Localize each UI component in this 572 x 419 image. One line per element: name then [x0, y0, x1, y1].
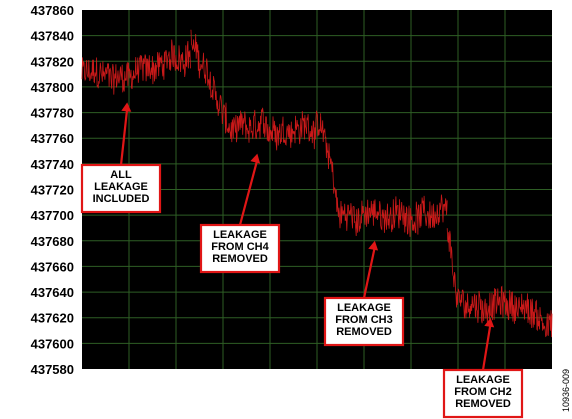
y-tick-label: 437820: [31, 54, 74, 69]
y-tick-label: 437840: [31, 29, 74, 44]
y-tick-label: 437800: [31, 80, 74, 95]
annotation-label: FROM CH4: [211, 241, 269, 253]
annotation-label: ALL: [110, 169, 132, 181]
annotation-arrow: [238, 159, 259, 226]
annotation-arrowhead: [484, 317, 495, 328]
y-tick-label: 437580: [31, 362, 74, 377]
annotation-label: LEAKAGE: [94, 181, 148, 193]
figure-id: 10936-009: [561, 369, 571, 412]
annotation-arrowhead: [368, 240, 379, 251]
annotation-arrow: [481, 323, 492, 371]
data-trace-segment: [446, 228, 553, 338]
y-tick-label: 437660: [31, 259, 74, 274]
annotation-arrow: [362, 246, 376, 299]
y-tick-label: 437680: [31, 234, 74, 249]
annotation-box: [323, 296, 405, 347]
y-tick-label: 437860: [31, 3, 74, 18]
data-trace-segment: [320, 113, 448, 237]
annotation-label: REMOVED: [455, 398, 511, 410]
y-tick-label: 437600: [31, 336, 74, 351]
y-tick-label: 437700: [31, 208, 74, 223]
annotation-label: REMOVED: [212, 253, 268, 265]
annotation-arrowhead: [250, 153, 261, 164]
annotation-label: LEAKAGE: [213, 229, 267, 241]
annotation-box: [80, 163, 162, 214]
data-trace-segment: [190, 29, 321, 151]
annotation-arrowhead: [121, 102, 132, 112]
y-tick-label: 437760: [31, 131, 74, 146]
data-trace-segment: [81, 39, 191, 95]
annotation-label: LEAKAGE: [456, 374, 510, 386]
y-tick-label: 437720: [31, 183, 74, 198]
annotation-box: [442, 368, 524, 419]
y-tick-label: 437620: [31, 311, 74, 326]
annotation-label: FROM CH2: [454, 386, 511, 398]
annotation-arrow: [119, 108, 129, 166]
annotation-label: FROM CH3: [335, 314, 392, 326]
annotation-label: REMOVED: [336, 326, 392, 338]
annotation-label: LEAKAGE: [337, 302, 391, 314]
y-tick-label: 437640: [31, 285, 74, 300]
y-tick-label: 437740: [31, 157, 74, 172]
y-tick-label: 437780: [31, 106, 74, 121]
annotation-label: INCLUDED: [93, 193, 150, 205]
annotation-box: [199, 223, 281, 274]
